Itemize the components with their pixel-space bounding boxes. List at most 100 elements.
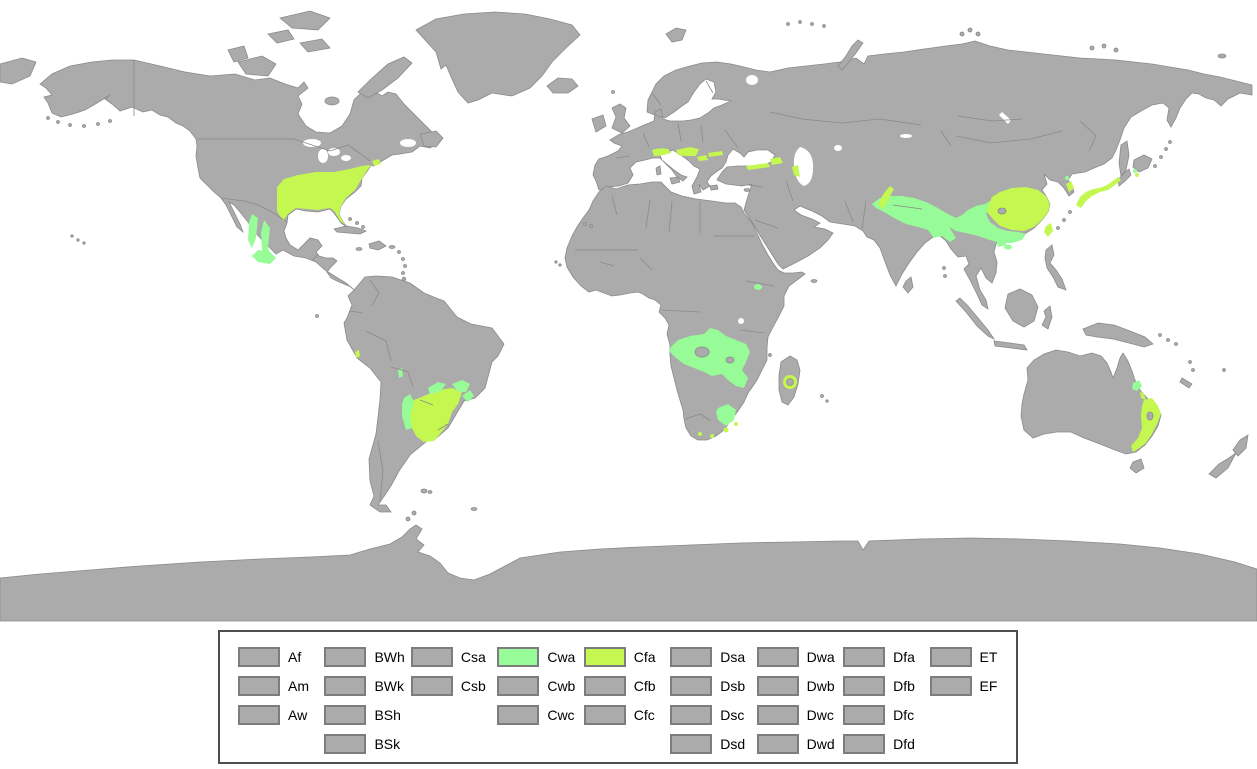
legend-swatch-bwh (324, 646, 367, 667)
legend-label-dfa: Dfa (893, 648, 915, 665)
legend-column-dw: Dwa Dwb Dwc Dwd (756, 642, 843, 762)
gulf-st-lawrence (400, 139, 416, 147)
landmass-north-america (39, 59, 441, 291)
inland-water (303, 75, 1011, 324)
landmass-antarctica (0, 524, 1257, 622)
region-cwa-queensland-spot (1132, 380, 1142, 391)
legend-item-cwb: Cwb (497, 671, 583, 700)
legend-swatch-aw (238, 704, 280, 725)
legend-item-ef: EF (929, 671, 1016, 700)
lake-baikal (999, 112, 1011, 124)
legend-swatch-cfb (583, 675, 626, 696)
legend-item-dsd: Dsd (670, 729, 756, 758)
legend-label-bsk: BSk (374, 735, 401, 752)
legend-item-aw: Aw (238, 700, 324, 729)
landmasses (0, 10, 1257, 622)
landmass-south-america (343, 275, 505, 513)
legend-label-dfc: Dfc (893, 706, 915, 723)
legend-item-dwb: Dwb (756, 671, 843, 700)
legend-label-cwc: Cwc (547, 706, 575, 723)
legend-column-ds: Dsa Dsb Dsc Dsd (670, 642, 756, 762)
legend-item-af: Af (238, 642, 324, 671)
legend-swatch-dwa (756, 646, 799, 667)
landmass-tasmania (1129, 458, 1145, 474)
landmass-new-zealand (1208, 434, 1249, 479)
landmass-newfoundland (419, 130, 444, 148)
legend-swatch-et (929, 646, 972, 667)
legend-label-dsc: Dsc (720, 706, 745, 723)
region-cfa-pakistan-foothills (878, 186, 894, 209)
legend-label-dfb: Dfb (893, 677, 915, 694)
legend-swatch-dwd (756, 733, 799, 754)
legend-swatch-dsa (670, 646, 713, 667)
legend-item-bsk: BSk (324, 729, 410, 758)
region-cfa-japan (1076, 177, 1121, 208)
legend-label-dfd: Dfd (893, 735, 915, 752)
region-cfa-taiwan (1044, 223, 1053, 237)
legend-column-e: ET EF (929, 642, 1016, 762)
legend-label-cfb: Cfb (633, 677, 656, 694)
legend-swatch-cfa (583, 646, 626, 667)
legend-item-dfc: Dfc (843, 700, 929, 729)
landmass-greenland (415, 11, 581, 104)
legend-swatch-bwk (324, 675, 367, 696)
white-sea (746, 75, 758, 85)
legend-swatch-cwb (497, 675, 540, 696)
legend-item-cwa: Cwa (497, 642, 583, 671)
legend-item-bsh: BSh (324, 700, 410, 729)
region-cwa-mexico-highlands (248, 214, 276, 264)
region-cwa-hokkaido-spot (1133, 169, 1137, 173)
region-cwa-south-america-fringe (398, 368, 474, 430)
legend-item-cwc: Cwc (497, 700, 583, 729)
legend-label-cwa: Cwa (547, 648, 576, 665)
landmass-chukotka-wrap (0, 57, 37, 85)
region-cfa-hokkaido-spot (1135, 173, 1139, 177)
world-map (0, 10, 1257, 622)
region-cfa-east-china (987, 187, 1050, 231)
legend-item-cfa: Cfa (583, 642, 670, 671)
region-cwa-north-vietnam (996, 238, 1006, 247)
legend-swatch-dsb (670, 675, 713, 696)
legend-swatch-af (238, 646, 280, 667)
legend-column-cs: Csa Csb (410, 642, 497, 762)
gray-patch-in-australia-cfa (1146, 411, 1154, 421)
mediterranean-islands (655, 165, 719, 191)
legend-label-et: ET (979, 648, 998, 665)
legend-label-bwh: BWh (374, 648, 405, 665)
legend-label-cfc: Cfc (633, 706, 655, 723)
region-cfa-europe-po-balkans-caucasus (652, 147, 800, 177)
legend-swatch-dwc (756, 704, 799, 725)
legend-swatch-dsc (670, 704, 713, 725)
legend-label-dwa: Dwa (806, 648, 835, 665)
madagascar-rim-center (786, 378, 794, 386)
legend-swatch-csb (410, 675, 453, 696)
legend-swatch-dfd (843, 733, 886, 754)
region-cwa-hainan (1004, 244, 1012, 250)
new-caledonia (1179, 377, 1193, 389)
legend-label-csa: Csa (460, 648, 486, 665)
region-cwa-korea-spot (1065, 176, 1069, 180)
legend-swatch-cfc (583, 704, 626, 725)
legend-item-csa: Csa (410, 642, 497, 671)
legend-label-dwd: Dwd (806, 735, 835, 752)
legend-item-dsa: Dsa (670, 642, 756, 671)
lake-ontario-erie (341, 155, 351, 161)
lake-superior (303, 139, 321, 147)
region-cfa-south-korea (1066, 181, 1074, 192)
legend-label-dsb: Dsb (720, 677, 746, 694)
gray-patch-in-africa-cwa-1 (694, 346, 710, 358)
legend-item-cfc: Cfc (583, 700, 670, 729)
legend-column-b: BWh BWk BSh BSk (324, 642, 410, 762)
lake-balkhash (900, 134, 912, 138)
region-cfa-south-america (355, 350, 462, 442)
legend-item-dsc: Dsc (670, 700, 756, 729)
landmass-japan-north-sakhalin (1117, 140, 1153, 187)
small-islands-dots (46, 20, 1227, 522)
legend-column-a: Af Am Aw (238, 642, 324, 762)
gray-patch-in-africa-cwa-2 (725, 356, 735, 364)
gray-patch-in-china-cfa (997, 207, 1007, 215)
legend-item-dfb: Dfb (843, 671, 929, 700)
legend-swatch-dsd (670, 733, 713, 754)
legend-label-dsa: Dsa (720, 648, 746, 665)
